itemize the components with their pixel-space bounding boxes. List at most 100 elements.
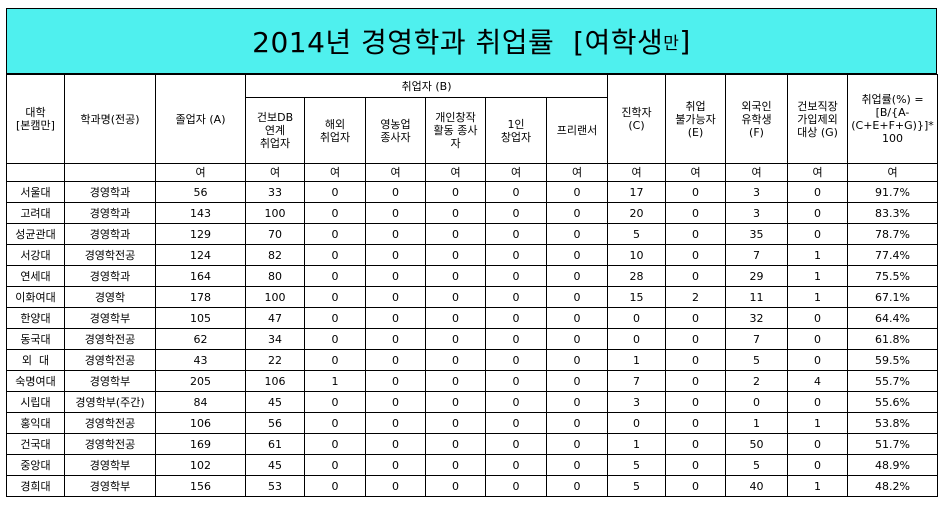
creative-cell: 0 <box>425 349 486 371</box>
unable-cell: 0 <box>665 412 726 434</box>
farming-cell: 0 <box>365 349 426 371</box>
creative-cell: 0 <box>425 202 486 224</box>
excluded-cell: 4 <box>787 370 848 392</box>
unable-cell: 0 <box>665 223 726 245</box>
graduates-cell: 164 <box>155 265 246 287</box>
header-foreign: 외국인 유학생 (F) <box>725 74 788 164</box>
further-study-cell: 15 <box>607 286 666 308</box>
unable-cell: 0 <box>665 349 726 371</box>
overseas-cell: 0 <box>304 244 366 266</box>
startup-cell: 0 <box>485 370 547 392</box>
further-study-cell: 0 <box>607 412 666 434</box>
overseas-cell: 0 <box>304 349 366 371</box>
dept-cell: 경영학부 <box>64 307 156 329</box>
startup-cell: 0 <box>485 265 547 287</box>
overseas-cell: 1 <box>304 370 366 392</box>
graduates-cell: 143 <box>155 202 246 224</box>
header-department: 학과명(전공) <box>64 74 156 164</box>
excluded-cell: 1 <box>787 412 848 434</box>
foreign-cell: 5 <box>725 349 788 371</box>
table-row: 한양대 경영학부 105 47 0 0 0 0 0 0 0 32 0 64.4% <box>6 307 938 329</box>
employed-db-cell: 80 <box>245 265 305 287</box>
header-freelancer: 프리랜서 <box>546 97 608 164</box>
unit-cell: 여 <box>665 163 726 182</box>
freelancer-cell: 0 <box>546 391 608 413</box>
startup-cell: 0 <box>485 391 547 413</box>
employed-db-cell: 61 <box>245 433 305 455</box>
freelancer-cell: 0 <box>546 181 608 203</box>
farming-cell: 0 <box>365 328 426 350</box>
table-row: 서강대 경영학전공 124 82 0 0 0 0 0 10 0 7 1 77.4% <box>6 244 938 266</box>
creative-cell: 0 <box>425 433 486 455</box>
header-university: 대학 [본캠만] <box>6 74 65 164</box>
graduates-cell: 156 <box>155 475 246 497</box>
farming-cell: 0 <box>365 370 426 392</box>
farming-cell: 0 <box>365 181 426 203</box>
table-row: 고려대 경영학과 143 100 0 0 0 0 0 20 0 3 0 83.3% <box>6 202 938 224</box>
foreign-cell: 3 <box>725 202 788 224</box>
dept-cell: 경영학부 <box>64 370 156 392</box>
title-main: 2014년 경영학과 취업률 [여학생 <box>252 26 664 59</box>
overseas-cell: 0 <box>304 307 366 329</box>
header-farming: 영농업 종사자 <box>365 97 426 164</box>
univ-cell: 경희대 <box>6 475 65 497</box>
unable-cell: 0 <box>665 202 726 224</box>
dept-cell: 경영학전공 <box>64 349 156 371</box>
rate-cell: 64.4% <box>847 307 938 329</box>
univ-cell: 건국대 <box>6 433 65 455</box>
employed-db-cell: 82 <box>245 244 305 266</box>
unable-cell: 0 <box>665 181 726 203</box>
page-title: 2014년 경영학과 취업률 [여학생 만] <box>6 8 937 74</box>
foreign-cell: 50 <box>725 433 788 455</box>
dept-cell: 경영학전공 <box>64 433 156 455</box>
startup-cell: 0 <box>485 475 547 497</box>
graduates-cell: 106 <box>155 412 246 434</box>
unit-cell: 여 <box>245 163 305 182</box>
farming-cell: 0 <box>365 244 426 266</box>
unable-cell: 0 <box>665 370 726 392</box>
unit-cell: 여 <box>155 163 246 182</box>
univ-cell: 동국대 <box>6 328 65 350</box>
freelancer-cell: 0 <box>546 328 608 350</box>
employment-table: 대학 [본캠만] 학과명(전공) 졸업자 (A) 취업자 (B) 진학자 (C)… <box>6 74 938 497</box>
excluded-cell: 0 <box>787 181 848 203</box>
unit-cell: 여 <box>485 163 547 182</box>
rate-cell: 48.9% <box>847 454 938 476</box>
startup-cell: 0 <box>485 307 547 329</box>
unable-cell: 2 <box>665 286 726 308</box>
excluded-cell: 0 <box>787 433 848 455</box>
header-employed-group: 취업자 (B) <box>245 74 608 98</box>
excluded-cell: 0 <box>787 328 848 350</box>
further-study-cell: 0 <box>607 328 666 350</box>
overseas-cell: 0 <box>304 391 366 413</box>
dept-cell: 경영학과 <box>64 202 156 224</box>
dept-cell: 경영학전공 <box>64 244 156 266</box>
dept-cell: 경영학과 <box>64 265 156 287</box>
unable-cell: 0 <box>665 328 726 350</box>
overseas-cell: 0 <box>304 202 366 224</box>
table-row: 경희대 경영학부 156 53 0 0 0 0 0 5 0 40 1 48.2% <box>6 475 938 497</box>
freelancer-cell: 0 <box>546 202 608 224</box>
rate-cell: 59.5% <box>847 349 938 371</box>
unit-cell: 여 <box>365 163 426 182</box>
further-study-cell: 5 <box>607 454 666 476</box>
header-creative: 개인창작 활동 종사 자 <box>425 97 486 164</box>
table-row: 연세대 경영학과 164 80 0 0 0 0 0 28 0 29 1 75.5% <box>6 265 938 287</box>
farming-cell: 0 <box>365 265 426 287</box>
foreign-cell: 2 <box>725 370 788 392</box>
dept-cell: 경영학과 <box>64 181 156 203</box>
table-row: 외 대 경영학전공 43 22 0 0 0 0 0 1 0 5 0 59.5% <box>6 349 938 371</box>
univ-cell: 연세대 <box>6 265 65 287</box>
freelancer-cell: 0 <box>546 454 608 476</box>
dept-cell: 경영학과 <box>64 223 156 245</box>
overseas-cell: 0 <box>304 286 366 308</box>
overseas-cell: 0 <box>304 412 366 434</box>
unit-cell: 여 <box>607 163 666 182</box>
graduates-cell: 178 <box>155 286 246 308</box>
freelancer-cell: 0 <box>546 223 608 245</box>
dept-cell: 경영학부 <box>64 475 156 497</box>
unit-cell: 여 <box>425 163 486 182</box>
employed-db-cell: 45 <box>245 454 305 476</box>
univ-cell: 숙명여대 <box>6 370 65 392</box>
startup-cell: 0 <box>485 433 547 455</box>
